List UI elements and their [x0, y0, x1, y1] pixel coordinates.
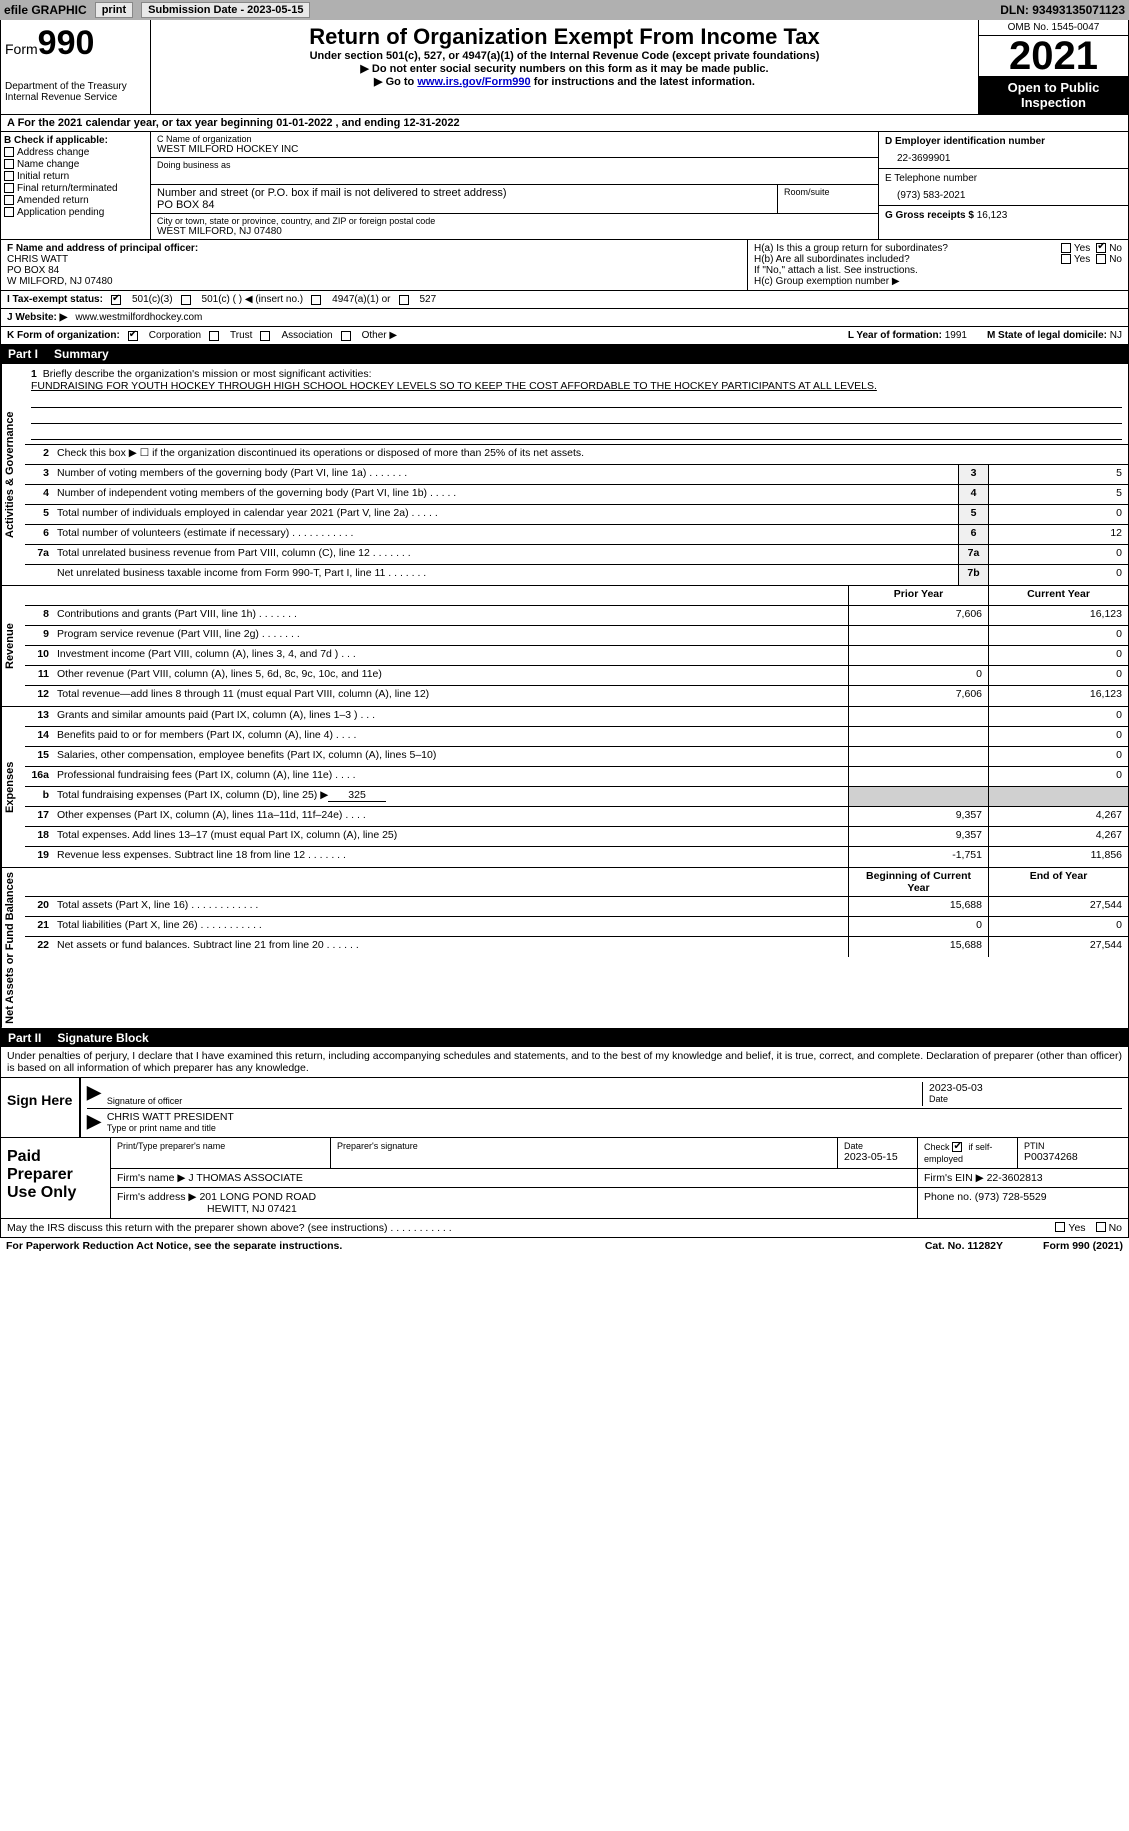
form-header: Form990 Department of the Treasury Inter…: [0, 20, 1129, 115]
part1-header: Part I Summary: [0, 345, 1129, 363]
summary-ag: Activities & Governance 1 Briefly descri…: [0, 363, 1129, 586]
paid-preparer-label: Paid Preparer Use Only: [1, 1138, 111, 1218]
ha-no[interactable]: [1096, 243, 1106, 253]
arrow-icon: ▶: [87, 1111, 101, 1133]
officer-name: CHRIS WATT PRESIDENT: [107, 1111, 1122, 1123]
form-title: Return of Organization Exempt From Incom…: [159, 24, 970, 50]
chk-initial-return[interactable]: Initial return: [4, 171, 147, 182]
ein: 22-3699901: [885, 147, 1122, 164]
submission-date: Submission Date - 2023-05-15: [141, 2, 310, 18]
website-url: www.westmilfordhockey.com: [75, 312, 202, 323]
efile-label: efile GRAPHIC: [4, 3, 87, 17]
part2-header: Part II Signature Block: [0, 1029, 1129, 1047]
chk-4947[interactable]: [311, 295, 321, 305]
dln: DLN: 93493135071123: [1000, 3, 1125, 17]
room-suite-label: Room/suite: [778, 185, 878, 213]
note-link: ▶ Go to www.irs.gov/Form990 for instruct…: [159, 75, 970, 88]
chk-other[interactable]: [341, 331, 351, 341]
note-ssn: ▶ Do not enter social security numbers o…: [159, 62, 970, 75]
gross-receipts: 16,123: [977, 210, 1008, 221]
firm-ein: 22-3602813: [987, 1172, 1043, 1184]
row-a-period: A For the 2021 calendar year, or tax yea…: [0, 115, 1129, 132]
tax-year: 2021: [979, 36, 1128, 76]
chk-final-return[interactable]: Final return/terminated: [4, 183, 147, 194]
cat-no: Cat. No. 11282Y: [925, 1240, 1003, 1252]
ptin: P00374268: [1024, 1151, 1122, 1163]
v7a: 0: [988, 545, 1128, 564]
year-formation: 1991: [945, 330, 967, 341]
tab-revenue: Revenue: [1, 586, 25, 706]
firm-phone: (973) 728-5529: [975, 1191, 1047, 1203]
v7b: 0: [988, 565, 1128, 585]
firm-name: J THOMAS ASSOCIATE: [188, 1172, 303, 1184]
header-mid: Return of Organization Exempt From Incom…: [151, 20, 978, 114]
tab-activities: Activities & Governance: [1, 364, 25, 585]
org-street: PO BOX 84: [157, 199, 771, 211]
chk-trust[interactable]: [209, 331, 219, 341]
state-domicile: NJ: [1110, 330, 1122, 341]
v6: 12: [988, 525, 1128, 544]
arrow-icon: ▶: [87, 1082, 101, 1106]
top-bar: efile GRAPHIC print Submission Date - 20…: [0, 0, 1129, 20]
chk-corp[interactable]: [128, 331, 138, 341]
hb-no[interactable]: [1096, 254, 1106, 264]
v4: 5: [988, 485, 1128, 504]
paperwork-notice: For Paperwork Reduction Act Notice, see …: [6, 1240, 342, 1252]
open-inspection: Open to Public Inspection: [979, 76, 1128, 114]
declaration: Under penalties of perjury, I declare th…: [1, 1047, 1128, 1077]
paid-preparer: Paid Preparer Use Only Print/Type prepar…: [0, 1138, 1129, 1219]
telephone: (973) 583-2021: [885, 184, 1122, 201]
summary-revenue: Revenue Prior YearCurrent Year 8Contribu…: [0, 586, 1129, 707]
chk-app-pending[interactable]: Application pending: [4, 207, 147, 218]
signature-block: Under penalties of perjury, I declare th…: [0, 1047, 1129, 1138]
col-d-e: D Employer identification number 22-3699…: [878, 132, 1128, 239]
section-b-c-d-e: B Check if applicable: Address change Na…: [0, 132, 1129, 240]
dba-label: Doing business as: [157, 160, 872, 170]
irs-link[interactable]: www.irs.gov/Form990: [417, 76, 530, 88]
col-c: C Name of organization WEST MILFORD HOCK…: [151, 132, 878, 239]
sign-here-label: Sign Here: [1, 1078, 81, 1137]
discuss-row: May the IRS discuss this return with the…: [0, 1219, 1129, 1238]
form-subtitle: Under section 501(c), 527, or 4947(a)(1)…: [159, 50, 970, 62]
chk-527[interactable]: [399, 295, 409, 305]
discuss-no[interactable]: [1096, 1222, 1106, 1232]
v5: 0: [988, 505, 1128, 524]
summary-expenses: Expenses 13Grants and similar amounts pa…: [0, 707, 1129, 868]
ha-yes[interactable]: [1061, 243, 1071, 253]
mission-text: FUNDRAISING FOR YOUTH HOCKEY THROUGH HIG…: [31, 380, 877, 392]
chk-address-change[interactable]: Address change: [4, 147, 147, 158]
chk-self-employed[interactable]: [952, 1142, 962, 1152]
v3: 5: [988, 465, 1128, 484]
org-name: WEST MILFORD HOCKEY INC: [157, 144, 872, 155]
footer: For Paperwork Reduction Act Notice, see …: [0, 1238, 1129, 1254]
col-b-checkboxes: B Check if applicable: Address change Na…: [1, 132, 151, 239]
row-k-org: K Form of organization: Corporation Trus…: [0, 327, 1129, 345]
form-number: 990: [38, 24, 95, 62]
tab-net: Net Assets or Fund Balances: [1, 868, 25, 1028]
chk-name-change[interactable]: Name change: [4, 159, 147, 170]
chk-amended[interactable]: Amended return: [4, 195, 147, 206]
principal-officer: F Name and address of principal officer:…: [1, 240, 748, 290]
row-f-h: F Name and address of principal officer:…: [0, 240, 1129, 291]
org-city: WEST MILFORD, NJ 07480: [157, 226, 872, 237]
sig-date: 2023-05-03: [929, 1082, 1122, 1094]
group-return: H(a) Is this a group return for subordin…: [748, 240, 1128, 290]
row-j-website: J Website: ▶ www.westmilfordhockey.com: [0, 309, 1129, 327]
header-right: OMB No. 1545-0047 2021 Open to Public In…: [978, 20, 1128, 114]
form-ref: Form 990 (2021): [1043, 1240, 1123, 1252]
hb-yes[interactable]: [1061, 254, 1071, 264]
row-i-status: I Tax-exempt status: 501(c)(3) 501(c) ( …: [0, 291, 1129, 309]
chk-assoc[interactable]: [260, 331, 270, 341]
chk-501c3[interactable]: [111, 295, 121, 305]
summary-net: Net Assets or Fund Balances Beginning of…: [0, 868, 1129, 1029]
discuss-yes[interactable]: [1055, 1222, 1065, 1232]
chk-501c[interactable]: [181, 295, 191, 305]
dept-label: Department of the Treasury Internal Reve…: [5, 81, 146, 103]
tab-expenses: Expenses: [1, 707, 25, 867]
header-left: Form990 Department of the Treasury Inter…: [1, 20, 151, 114]
print-button[interactable]: print: [95, 2, 133, 18]
